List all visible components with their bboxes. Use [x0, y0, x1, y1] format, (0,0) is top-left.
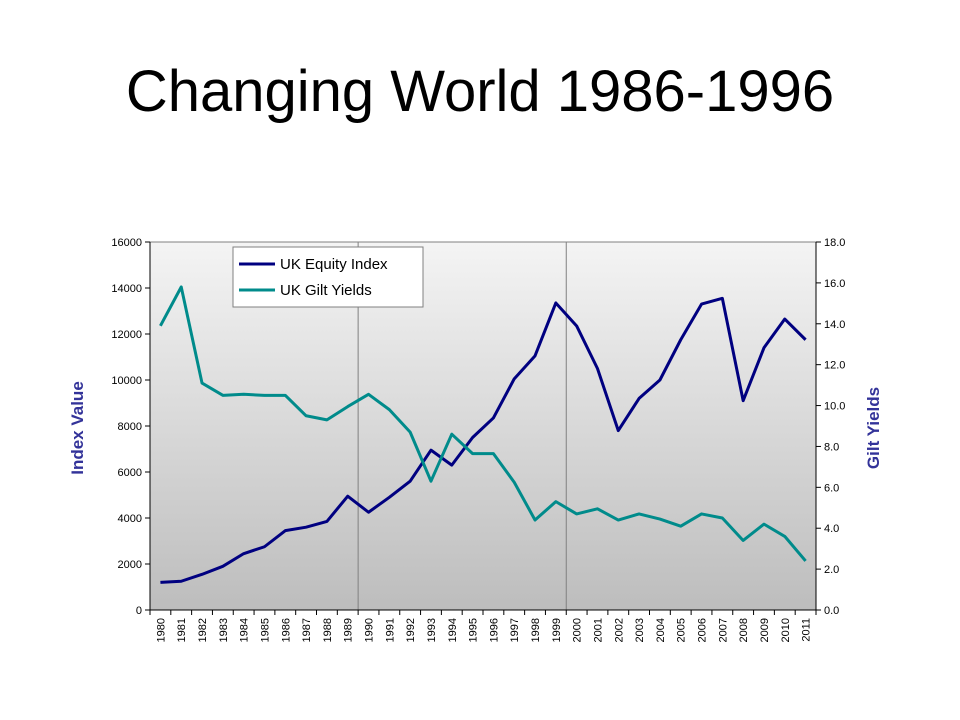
- y-tick-label: 2000: [118, 559, 142, 571]
- series-lines: [159, 285, 807, 584]
- legend-label: UK Equity Index: [280, 256, 388, 273]
- x-tick-label: 1990: [364, 618, 376, 642]
- x-tick-label: 1991: [384, 618, 396, 642]
- x-tick-label: 2004: [655, 618, 667, 642]
- legend-box: [232, 246, 424, 308]
- y-tick-label: 4000: [118, 513, 142, 525]
- y2-tick-label: 14.0: [824, 319, 845, 331]
- x-tick-label: 2011: [801, 618, 813, 642]
- x-tick-label: 2003: [634, 618, 646, 642]
- legend: UK Equity Index UK Gilt Yields: [232, 246, 424, 308]
- x-tick-label: 2007: [717, 618, 729, 642]
- y2-axis-title: Gilt Yields: [864, 387, 883, 469]
- x-tick-label: 2009: [759, 618, 771, 642]
- y-tick-label: 0: [136, 605, 142, 617]
- axes: 0 2000 4000 6000 8000 10000 12000 14000 16000 0.0…: [111, 237, 845, 642]
- y-tick-label: 12000: [111, 329, 142, 341]
- x-tick-label: 1999: [551, 618, 563, 642]
- y2-tick-label: 16.0: [824, 278, 845, 290]
- y2-tick-label: 0.0: [824, 605, 839, 617]
- x-tick-label: 2000: [572, 618, 584, 642]
- x-tick-label: 1995: [468, 618, 480, 642]
- y2-tick-label: 6.0: [824, 482, 839, 494]
- x-tick-label: 1985: [259, 618, 271, 642]
- y-tick-label: 14000: [111, 283, 142, 295]
- y-tick-label: 8000: [118, 421, 142, 433]
- x-tick-label: 1997: [509, 618, 521, 642]
- x-tick-label: 1983: [218, 618, 230, 642]
- y-tick-label: 10000: [111, 375, 142, 387]
- y2-tick-label: 18.0: [824, 237, 845, 249]
- y-axis-title: Index Value: [68, 381, 87, 475]
- x-tick-label: 2008: [738, 618, 750, 642]
- x-tick-label: 1993: [426, 618, 438, 642]
- series-line-equity-index: [160, 296, 807, 584]
- x-tick-label: 1994: [447, 618, 459, 642]
- x-tick-label: 1981: [176, 618, 188, 642]
- series-line-gilt-yields: [159, 285, 807, 562]
- x-tick-label: 2001: [592, 618, 604, 642]
- x-tick-label: 1987: [301, 618, 313, 642]
- x-tick-label: 1980: [155, 618, 167, 642]
- y2-tick-label: 8.0: [824, 441, 839, 453]
- y2-tick-label: 4.0: [824, 523, 839, 535]
- x-tick-label: 2006: [697, 618, 709, 642]
- x-tick-label: 1998: [530, 618, 542, 642]
- x-tick-label: 1989: [343, 618, 355, 642]
- y2-tick-label: 2.0: [824, 564, 839, 576]
- y-tick-label: 6000: [118, 467, 142, 479]
- x-tick-label: 1986: [280, 618, 292, 642]
- x-tick-label: 2002: [613, 618, 625, 642]
- slide-title: Changing World 1986-1996: [125, 59, 835, 124]
- legend-label: UK Gilt Yields: [280, 282, 372, 299]
- x-tick-label: 2005: [676, 618, 688, 642]
- y2-tick-label: 10.0: [824, 401, 845, 413]
- y-tick-label: 16000: [111, 237, 142, 249]
- x-tick-label: 1996: [488, 618, 500, 642]
- x-tick-label: 1982: [197, 618, 209, 642]
- x-tick-label: 1992: [405, 618, 417, 642]
- x-tick-label: 1984: [239, 618, 251, 642]
- x-tick-label: 2010: [780, 618, 792, 642]
- x-tick-label: 1988: [322, 618, 334, 642]
- y2-tick-label: 12.0: [824, 360, 845, 372]
